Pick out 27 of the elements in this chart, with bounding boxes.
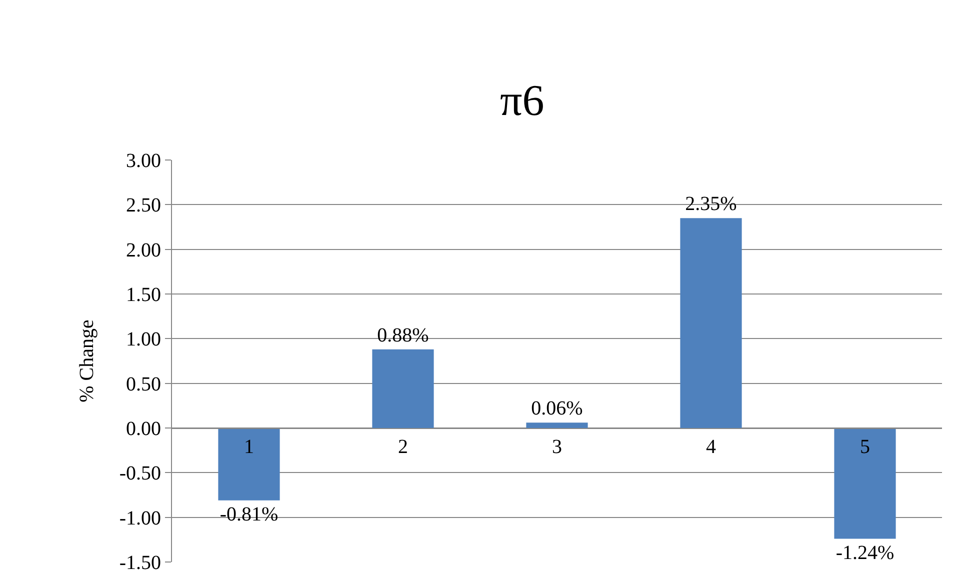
y-tick-label: 1.00: [126, 328, 161, 351]
bar: [834, 428, 896, 539]
data-label: 0.06%: [531, 398, 583, 420]
y-tick-label: -0.50: [119, 462, 161, 485]
y-tick-label: -1.00: [119, 507, 161, 530]
x-tick-label: 1: [244, 436, 254, 458]
y-tick-label: 2.50: [126, 194, 161, 217]
chart-title: π6: [500, 76, 544, 125]
data-label: -1.24%: [836, 542, 894, 564]
data-label: 0.88%: [377, 324, 429, 346]
x-tick-label: 4: [706, 436, 716, 458]
bar: [680, 218, 742, 428]
bar: [526, 422, 588, 428]
data-label: -0.81%: [220, 503, 278, 526]
y-tick-label: 2.00: [126, 239, 161, 262]
y-tick-label: 0.00: [126, 418, 161, 440]
y-axis-title: % Change: [76, 320, 98, 402]
data-label: 2.35%: [685, 193, 737, 216]
x-tick-label: 3: [552, 436, 562, 458]
y-tick-label: -1.50: [119, 552, 161, 574]
y-tick-label: 1.50: [126, 284, 161, 306]
x-tick-label: 5: [860, 436, 870, 458]
y-tick-label: 3.00: [126, 150, 161, 172]
x-tick-label: 2: [398, 436, 408, 458]
bar: [372, 349, 434, 428]
bar: [218, 428, 280, 500]
y-tick-label: 0.50: [126, 373, 161, 396]
